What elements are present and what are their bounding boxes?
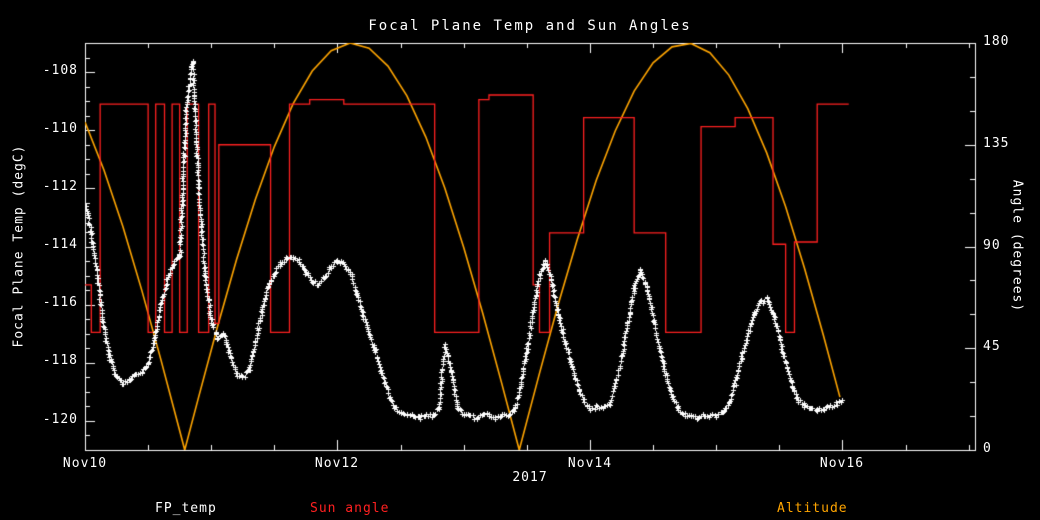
- y-tick-label-left: -120: [42, 412, 78, 427]
- x-tick-label: Nov14: [567, 456, 613, 471]
- x-tick-label: Nov12: [314, 456, 360, 471]
- legend-item-sun-angle: Sun angle: [310, 501, 390, 516]
- y-tick-label-left: -118: [42, 353, 78, 368]
- chart-title: Focal Plane Temp and Sun Angles: [368, 18, 692, 34]
- y-tick-label-right: 90: [983, 238, 1001, 253]
- y-tick-label-right: 45: [983, 339, 1001, 354]
- x-tick-label: Nov10: [62, 456, 108, 471]
- y-tick-label-left: -110: [42, 121, 78, 136]
- legend-item-altitude: Altitude: [777, 501, 848, 516]
- y-tick-label-left: -108: [42, 63, 78, 78]
- x-axis-year-label: 2017: [512, 470, 548, 485]
- y-tick-label-left: -116: [42, 295, 78, 310]
- legend-item-fp-temp: FP_temp: [155, 501, 217, 516]
- x-tick-label: Nov16: [819, 456, 865, 471]
- y-tick-label-right: 180: [983, 34, 1010, 49]
- y-tick-label-left: -112: [42, 179, 78, 194]
- y-tick-label-right: 135: [983, 136, 1010, 151]
- y-tick-label-left: -114: [42, 237, 78, 252]
- y-tick-label-right: 0: [983, 441, 992, 456]
- right-axis-label: Angle (degrees): [1009, 179, 1025, 313]
